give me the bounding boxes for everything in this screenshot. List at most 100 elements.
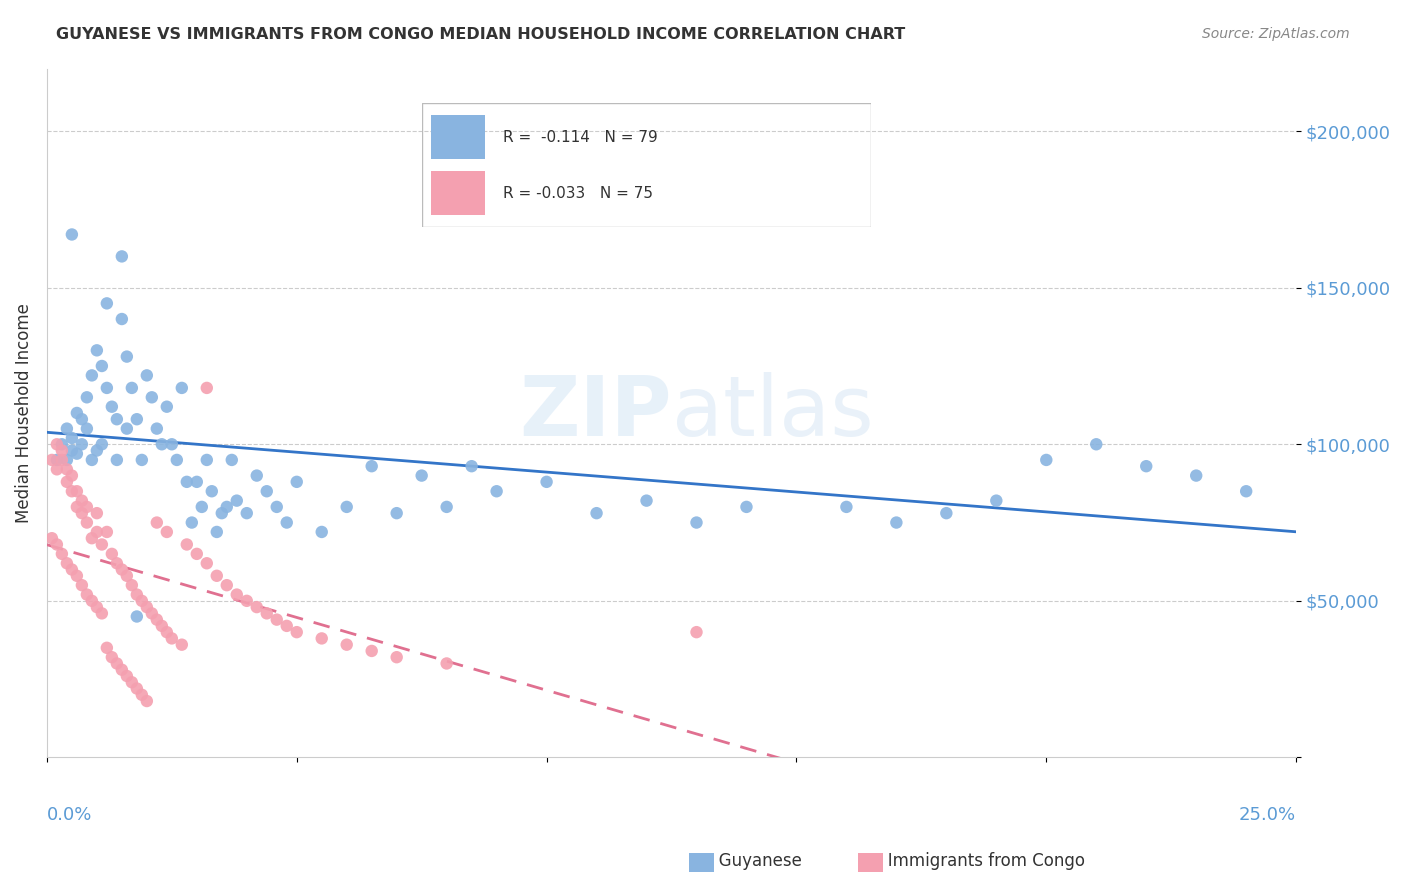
Point: [86, 443, 108, 458]
Point: [101, 400, 124, 414]
Point: [70, 437, 93, 451]
Point: [211, 506, 233, 520]
Point: [60, 431, 83, 445]
Point: [51, 453, 73, 467]
Point: [735, 500, 758, 514]
Point: [105, 657, 128, 671]
Point: [76, 516, 98, 530]
Point: [135, 694, 157, 708]
Point: [246, 468, 269, 483]
Point: [460, 459, 482, 474]
Point: [201, 484, 224, 499]
Point: [205, 524, 228, 539]
Point: [180, 516, 202, 530]
Point: [266, 613, 288, 627]
Point: [236, 506, 259, 520]
Point: [170, 381, 193, 395]
Text: 0.0%: 0.0%: [46, 805, 93, 823]
Point: [236, 594, 259, 608]
Point: [311, 632, 333, 646]
Point: [90, 607, 112, 621]
Point: [90, 359, 112, 373]
Point: [101, 650, 124, 665]
Point: [60, 443, 83, 458]
Point: [685, 625, 707, 640]
Point: [1085, 437, 1108, 451]
Point: [66, 484, 89, 499]
Point: [266, 500, 288, 514]
Point: [156, 625, 179, 640]
Point: [60, 562, 83, 576]
Point: [336, 500, 359, 514]
Point: [225, 588, 247, 602]
Point: [115, 669, 138, 683]
Text: Guyanese: Guyanese: [703, 852, 801, 870]
Point: [70, 412, 93, 426]
Point: [256, 484, 278, 499]
Point: [125, 681, 148, 696]
Point: [96, 381, 118, 395]
Point: [276, 516, 298, 530]
Point: [191, 500, 214, 514]
Point: [66, 447, 89, 461]
Point: [160, 437, 183, 451]
Point: [141, 607, 163, 621]
Point: [125, 588, 148, 602]
Point: [1035, 453, 1057, 467]
Point: [111, 312, 134, 326]
Point: [276, 619, 298, 633]
Point: [125, 412, 148, 426]
Point: [70, 493, 93, 508]
Point: [285, 625, 308, 640]
Point: [105, 412, 128, 426]
Point: [66, 406, 89, 420]
Point: [1234, 484, 1257, 499]
Point: [76, 500, 98, 514]
Point: [125, 609, 148, 624]
Point: [195, 381, 218, 395]
Point: [411, 468, 433, 483]
Point: [986, 493, 1008, 508]
Point: [86, 600, 108, 615]
Point: [225, 493, 247, 508]
Point: [835, 500, 858, 514]
Point: [336, 638, 359, 652]
Point: [76, 588, 98, 602]
Point: [536, 475, 558, 489]
Point: [146, 422, 169, 436]
Point: [66, 569, 89, 583]
Point: [101, 547, 124, 561]
Point: [90, 537, 112, 551]
Point: [45, 537, 67, 551]
Point: [80, 453, 103, 467]
Point: [86, 524, 108, 539]
Point: [115, 350, 138, 364]
Point: [66, 500, 89, 514]
Point: [80, 594, 103, 608]
Point: [385, 650, 408, 665]
Text: atlas: atlas: [672, 373, 873, 453]
Point: [86, 343, 108, 358]
Point: [51, 437, 73, 451]
Point: [105, 453, 128, 467]
Point: [205, 569, 228, 583]
Point: [131, 594, 153, 608]
Point: [160, 632, 183, 646]
Point: [176, 475, 198, 489]
Point: [60, 484, 83, 499]
Text: Source: ZipAtlas.com: Source: ZipAtlas.com: [1202, 27, 1350, 41]
Point: [215, 500, 238, 514]
Point: [105, 556, 128, 570]
Point: [246, 600, 269, 615]
Point: [121, 675, 143, 690]
Point: [45, 462, 67, 476]
Point: [80, 368, 103, 383]
Point: [56, 556, 79, 570]
Point: [156, 400, 179, 414]
Point: [1135, 459, 1157, 474]
Point: [156, 524, 179, 539]
Point: [215, 578, 238, 592]
Point: [60, 227, 83, 242]
Point: [56, 462, 79, 476]
Text: 25.0%: 25.0%: [1239, 805, 1296, 823]
